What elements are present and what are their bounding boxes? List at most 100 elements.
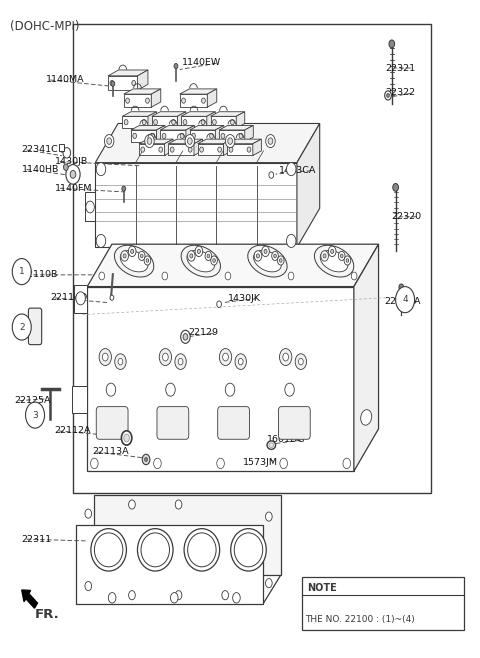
Circle shape: [12, 314, 31, 340]
Text: 22129: 22129: [189, 328, 219, 338]
Text: 22311: 22311: [22, 534, 52, 544]
Circle shape: [217, 458, 224, 468]
Circle shape: [299, 359, 303, 365]
Circle shape: [331, 249, 334, 253]
FancyBboxPatch shape: [278, 407, 310, 440]
Text: 22322: 22322: [385, 88, 416, 97]
Polygon shape: [122, 112, 156, 116]
Circle shape: [70, 170, 76, 178]
Ellipse shape: [360, 410, 372, 425]
Polygon shape: [207, 112, 216, 128]
Polygon shape: [211, 116, 236, 128]
Polygon shape: [152, 116, 178, 128]
Circle shape: [399, 284, 404, 290]
Polygon shape: [87, 244, 379, 287]
FancyBboxPatch shape: [218, 407, 250, 440]
Text: 1140FM: 1140FM: [55, 184, 93, 193]
Circle shape: [154, 458, 161, 468]
Ellipse shape: [187, 251, 215, 272]
Polygon shape: [108, 76, 137, 90]
Circle shape: [338, 251, 345, 261]
Text: 1140MA: 1140MA: [46, 75, 84, 84]
Polygon shape: [198, 139, 232, 143]
Circle shape: [195, 246, 203, 257]
Polygon shape: [131, 130, 156, 141]
Circle shape: [269, 172, 274, 178]
Circle shape: [178, 359, 183, 365]
Circle shape: [121, 431, 132, 445]
Polygon shape: [151, 89, 161, 107]
Circle shape: [146, 259, 149, 263]
Circle shape: [230, 120, 234, 125]
Circle shape: [106, 383, 116, 396]
Circle shape: [162, 134, 166, 138]
Circle shape: [188, 147, 192, 152]
Circle shape: [343, 458, 350, 468]
Text: 1140EW: 1140EW: [182, 59, 221, 67]
Circle shape: [221, 134, 225, 138]
Polygon shape: [59, 143, 64, 151]
Text: 1: 1: [19, 267, 24, 276]
Circle shape: [279, 349, 292, 366]
Circle shape: [126, 98, 130, 103]
Polygon shape: [87, 287, 354, 471]
Circle shape: [217, 301, 221, 307]
Circle shape: [12, 259, 31, 285]
Polygon shape: [253, 139, 261, 155]
Ellipse shape: [184, 528, 220, 571]
Circle shape: [384, 91, 391, 100]
Circle shape: [213, 120, 216, 125]
Text: 22321: 22321: [385, 64, 416, 72]
Circle shape: [188, 251, 195, 261]
Circle shape: [175, 500, 182, 509]
Circle shape: [142, 454, 150, 465]
Circle shape: [254, 251, 262, 261]
Polygon shape: [139, 139, 173, 143]
Circle shape: [288, 272, 294, 280]
Circle shape: [239, 134, 243, 138]
Circle shape: [63, 164, 68, 170]
Polygon shape: [108, 70, 148, 76]
Circle shape: [247, 147, 251, 152]
Ellipse shape: [269, 443, 274, 447]
Circle shape: [121, 251, 129, 261]
Polygon shape: [227, 139, 261, 143]
Polygon shape: [72, 386, 87, 413]
Text: 22110B: 22110B: [22, 270, 58, 280]
Polygon shape: [181, 116, 207, 128]
Text: 1433CA: 1433CA: [278, 166, 316, 175]
Polygon shape: [139, 143, 165, 155]
Circle shape: [111, 81, 115, 86]
Text: 3: 3: [32, 411, 38, 420]
Text: 22320: 22320: [391, 213, 421, 221]
Circle shape: [144, 457, 147, 461]
Circle shape: [279, 259, 282, 263]
Circle shape: [132, 80, 136, 86]
Circle shape: [219, 349, 232, 366]
Ellipse shape: [120, 251, 148, 272]
Circle shape: [163, 353, 168, 361]
Circle shape: [129, 591, 135, 599]
Circle shape: [197, 249, 201, 253]
Polygon shape: [131, 126, 165, 130]
Polygon shape: [181, 112, 216, 116]
Text: FR.: FR.: [35, 607, 60, 620]
Circle shape: [287, 234, 296, 247]
Circle shape: [256, 254, 260, 258]
Circle shape: [211, 256, 217, 265]
Circle shape: [233, 593, 240, 603]
Circle shape: [190, 254, 193, 258]
Ellipse shape: [234, 533, 263, 567]
Circle shape: [60, 145, 64, 152]
Circle shape: [124, 120, 128, 125]
Circle shape: [239, 359, 243, 365]
Polygon shape: [180, 94, 207, 107]
Text: 1430JK: 1430JK: [228, 294, 261, 303]
Ellipse shape: [231, 528, 266, 571]
Circle shape: [185, 135, 194, 147]
Circle shape: [151, 134, 155, 138]
Circle shape: [145, 135, 154, 147]
Polygon shape: [168, 139, 203, 143]
Polygon shape: [168, 143, 194, 155]
Polygon shape: [354, 244, 379, 471]
